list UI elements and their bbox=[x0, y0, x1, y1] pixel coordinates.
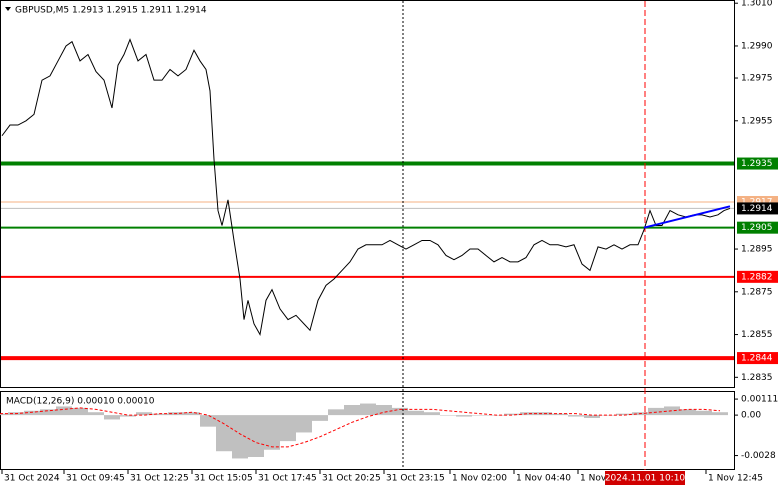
x-tick-label: 31 Oct 20:25 bbox=[322, 474, 381, 484]
y-tick-label: 1.2990 bbox=[741, 41, 773, 51]
x-tick-label: 31 Oct 09:45 bbox=[66, 474, 125, 484]
level-label-bg bbox=[737, 157, 778, 170]
macd-bar bbox=[504, 413, 520, 416]
macd-bar bbox=[136, 412, 152, 416]
level-label: 1.2935 bbox=[741, 159, 773, 169]
macd-bar bbox=[328, 409, 344, 416]
macd-bar bbox=[552, 413, 568, 416]
macd-bar bbox=[40, 409, 56, 416]
level-label: 1.2882 bbox=[741, 272, 773, 282]
macd-bar bbox=[248, 415, 264, 457]
macd-bar bbox=[120, 415, 136, 417]
macd-bar bbox=[24, 410, 40, 416]
macd-bar bbox=[280, 415, 296, 442]
chart-title: GBPUSD,M5 1.2913 1.2915 1.2911 1.2914 bbox=[15, 6, 207, 16]
macd-bar bbox=[664, 406, 680, 416]
macd-y-tick-label: 0.00 bbox=[741, 411, 761, 421]
macd-bar bbox=[232, 415, 248, 459]
macd-bar bbox=[440, 415, 456, 416]
macd-bar bbox=[72, 407, 88, 416]
macd-bar bbox=[184, 412, 200, 416]
macd-bar bbox=[696, 410, 712, 416]
macd-bar bbox=[424, 412, 440, 416]
x-tick-label: 31 Oct 17:45 bbox=[258, 474, 317, 484]
y-tick-label: 1.2875 bbox=[741, 287, 773, 297]
macd-bar bbox=[376, 405, 392, 416]
macd-y-tick-label: 0.00111 bbox=[741, 395, 778, 405]
macd-bar bbox=[152, 413, 168, 416]
y-tick-label: 1.2975 bbox=[741, 74, 773, 84]
x-tick-label: 31 Oct 15:05 bbox=[194, 474, 253, 484]
macd-bar bbox=[88, 412, 104, 416]
symbol-arrow bbox=[5, 7, 11, 11]
macd-signal bbox=[0, 407, 721, 448]
crosshair-label: 2024.11.01 10:10 bbox=[605, 474, 686, 484]
macd-bar bbox=[104, 415, 120, 420]
x-tick-label: 31 Oct 23:15 bbox=[386, 474, 445, 484]
y-tick-label: 1.2955 bbox=[741, 116, 773, 126]
macd-bar bbox=[296, 415, 312, 433]
x-tick-label: 31 Oct 12:25 bbox=[130, 474, 189, 484]
macd-title: MACD(12,26,9) 0.00010 0.00010 bbox=[6, 397, 155, 407]
macd-bar bbox=[312, 415, 328, 421]
macd-bar bbox=[680, 409, 696, 416]
x-tick-label: 1 Nov 12:45 bbox=[708, 474, 763, 484]
macd-bar bbox=[56, 406, 72, 416]
x-tick-label: 1 Nov bbox=[580, 474, 607, 484]
macd-bar bbox=[344, 405, 360, 416]
price-line bbox=[1, 38, 731, 337]
macd-bar bbox=[472, 415, 488, 416]
level-label-bg bbox=[737, 352, 778, 365]
macd-bar bbox=[392, 407, 408, 416]
crosshair-label-bg bbox=[605, 471, 685, 485]
level-label: 1.2905 bbox=[741, 223, 773, 233]
macd-bar bbox=[648, 407, 664, 416]
y-tick-label: 1.2835 bbox=[741, 373, 773, 383]
x-tick-label: 31 Oct 2024 bbox=[4, 474, 60, 484]
macd-bar bbox=[616, 413, 632, 416]
level-label-bg bbox=[737, 202, 778, 215]
macd-bar bbox=[408, 410, 424, 416]
y-tick-label: 1.2855 bbox=[741, 330, 773, 340]
macd-bar bbox=[520, 412, 536, 416]
level-label-bg bbox=[737, 221, 778, 234]
macd-bar bbox=[584, 415, 600, 418]
macd-bar bbox=[200, 415, 216, 427]
main-pane bbox=[0, 0, 735, 388]
level-label: 1.2914 bbox=[741, 204, 773, 214]
macd-bar bbox=[456, 415, 472, 417]
trend-line bbox=[643, 205, 731, 229]
macd-y-tick-label: -0.0028 bbox=[741, 451, 776, 461]
y-tick-label: 1.3010 bbox=[741, 0, 773, 9]
x-tick-label: 1 Nov 04:40 bbox=[516, 474, 571, 484]
macd-bar bbox=[360, 403, 376, 416]
y-tick-label: 1.2895 bbox=[741, 245, 773, 255]
macd-bar bbox=[712, 412, 728, 416]
macd-bar bbox=[264, 415, 280, 450]
level-label: 1.2844 bbox=[741, 354, 773, 364]
macd-bar bbox=[568, 415, 584, 417]
macd-bar bbox=[216, 415, 232, 452]
macd-bar bbox=[0, 413, 8, 416]
level-label-bg bbox=[737, 270, 778, 283]
macd-bar bbox=[600, 415, 616, 416]
x-tick-label: 1 Nov 02:00 bbox=[452, 474, 507, 484]
macd-bar bbox=[536, 412, 552, 416]
